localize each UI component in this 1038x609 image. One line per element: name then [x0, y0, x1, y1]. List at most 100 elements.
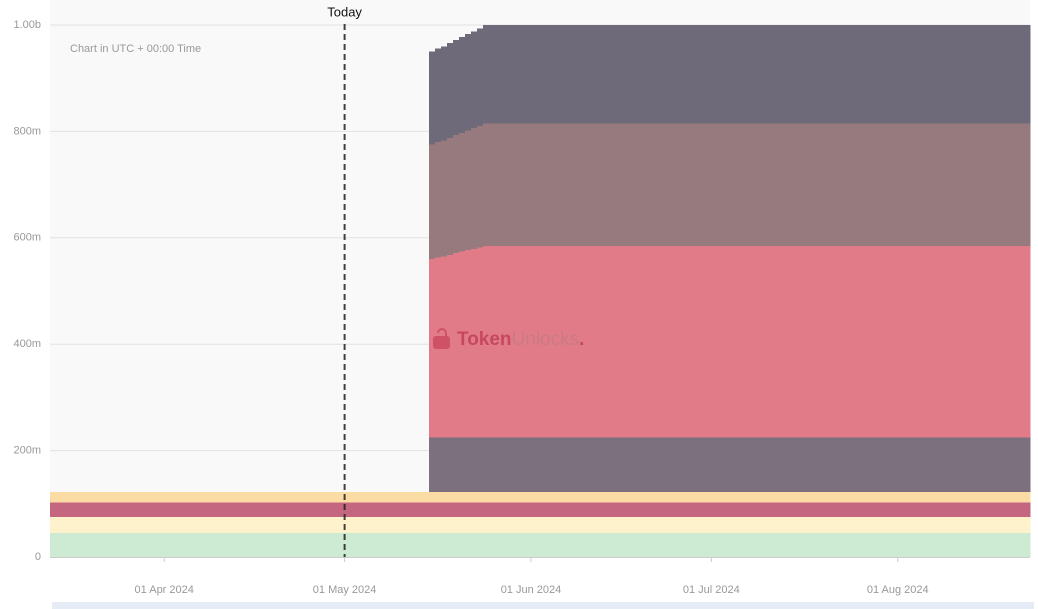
- area-step: [446, 533, 454, 557]
- x-tick-label: 01 Jul 2024: [683, 584, 740, 596]
- area-step: [446, 437, 454, 493]
- area-step: [452, 517, 460, 534]
- area-step: [452, 437, 460, 493]
- area-step: [440, 46, 448, 141]
- area-step: [428, 51, 436, 145]
- area-step: [446, 517, 454, 534]
- area-step: [476, 28, 484, 127]
- area-step: [476, 126, 484, 248]
- watermark-lock: [437, 328, 447, 337]
- area-step: [50, 517, 430, 534]
- area-step: [458, 132, 466, 252]
- area-step: [464, 130, 472, 251]
- area-step: [50, 502, 430, 518]
- area-step: [434, 492, 442, 503]
- y-tick-label: 0: [35, 551, 41, 563]
- watermark-brand: Token: [457, 329, 512, 350]
- area-step: [434, 437, 442, 493]
- area-step: [428, 259, 436, 438]
- area-step: [458, 251, 466, 438]
- area-step: [440, 502, 448, 518]
- area-step: [452, 533, 460, 557]
- area-step: [440, 517, 448, 534]
- area-step: [482, 502, 1031, 518]
- watermark: TokenUnlocks.: [433, 328, 584, 350]
- area-step: [434, 502, 442, 518]
- area-step: [50, 533, 430, 557]
- area-step: [470, 437, 478, 493]
- area-step: [470, 517, 478, 534]
- today-label: Today: [327, 4, 362, 19]
- area-step: [476, 437, 484, 493]
- area-step: [482, 517, 1031, 534]
- area-step: [470, 492, 478, 503]
- area-step: [458, 437, 466, 493]
- area-step: [434, 517, 442, 534]
- area-step: [434, 48, 442, 143]
- x-tick-label: 01 Aug 2024: [867, 584, 929, 596]
- area-step: [482, 123, 1031, 246]
- area-step: [476, 247, 484, 438]
- area-step: [482, 245, 1031, 438]
- area-step: [428, 517, 436, 534]
- area-step: [482, 492, 1031, 503]
- x-tick-label: 01 Jun 2024: [501, 584, 562, 596]
- area-step: [428, 437, 436, 493]
- range-slider[interactable]: [52, 602, 1034, 609]
- x-tick-label: 01 Apr 2024: [135, 584, 194, 596]
- area-step: [434, 533, 442, 557]
- area-step: [452, 492, 460, 503]
- area-step: [50, 492, 430, 503]
- y-tick-label: 800m: [13, 125, 41, 137]
- area-step: [464, 250, 472, 438]
- area-step: [476, 533, 484, 557]
- area-step: [440, 492, 448, 503]
- area-step: [464, 517, 472, 534]
- y-tick-label: 1.00b: [13, 19, 41, 31]
- area-step: [446, 492, 454, 503]
- area-step: [452, 502, 460, 518]
- watermark-text: TokenUnlocks.: [457, 329, 584, 350]
- area-step: [458, 37, 466, 133]
- area-step: [434, 142, 442, 258]
- area-step: [452, 135, 460, 254]
- area-step: [476, 502, 484, 518]
- area-step: [476, 492, 484, 503]
- area-step: [440, 140, 448, 257]
- x-tick-label: 01 May 2024: [313, 584, 377, 596]
- area-step: [428, 502, 436, 518]
- area-step: [464, 502, 472, 518]
- y-tick-label: 400m: [13, 338, 41, 350]
- area-step: [446, 502, 454, 518]
- area-step: [458, 502, 466, 518]
- area-step: [470, 128, 478, 249]
- area-step: [482, 437, 1031, 493]
- area-step: [446, 137, 454, 255]
- area-step: [458, 533, 466, 557]
- area-step: [428, 144, 436, 260]
- area-step: [440, 437, 448, 493]
- y-tick-label: 600m: [13, 232, 41, 244]
- area-step: [464, 533, 472, 557]
- area-step: [452, 253, 460, 438]
- area-step: [470, 31, 478, 129]
- area-step: [470, 502, 478, 518]
- y-tick-label: 200m: [13, 445, 41, 457]
- area-step: [470, 533, 478, 557]
- area-step: [452, 39, 460, 136]
- area-step: [464, 34, 472, 131]
- area-step: [446, 254, 454, 438]
- watermark-dot: .: [579, 329, 584, 350]
- chart-note: Chart in UTC + 00:00 Time: [70, 43, 201, 55]
- watermark-rest: Unlocks: [512, 329, 580, 350]
- area-step: [446, 43, 454, 138]
- area-step: [440, 533, 448, 557]
- area-step: [464, 492, 472, 503]
- area-step: [458, 517, 466, 534]
- area-step: [458, 492, 466, 503]
- area-step: [428, 533, 436, 557]
- area-step: [464, 437, 472, 493]
- area-step: [476, 517, 484, 534]
- area-step: [482, 25, 1031, 124]
